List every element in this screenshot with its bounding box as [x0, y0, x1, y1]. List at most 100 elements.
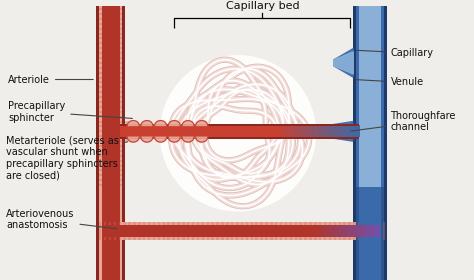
Bar — [348, 222, 351, 240]
Bar — [308, 125, 312, 137]
Bar — [353, 125, 356, 137]
Bar — [359, 187, 381, 280]
Bar — [96, 116, 126, 118]
Bar — [290, 125, 294, 137]
Bar — [96, 199, 126, 201]
Bar — [194, 125, 198, 137]
Bar — [96, 218, 126, 220]
Bar — [177, 222, 180, 240]
Polygon shape — [141, 137, 153, 142]
Bar — [114, 222, 116, 240]
Bar — [201, 222, 204, 240]
Bar — [211, 222, 214, 240]
Bar — [99, 222, 383, 240]
Bar — [145, 225, 149, 237]
Bar — [310, 225, 316, 237]
Bar — [356, 225, 362, 237]
Bar — [255, 225, 260, 237]
Bar — [96, 62, 126, 64]
Bar — [96, 179, 126, 181]
Bar — [148, 222, 150, 240]
Bar — [264, 225, 269, 237]
Bar — [344, 222, 346, 240]
Bar — [371, 225, 375, 237]
Bar — [96, 38, 126, 39]
Bar — [96, 18, 126, 20]
Bar — [237, 225, 242, 237]
Bar — [153, 222, 155, 240]
Bar — [255, 222, 258, 240]
Bar — [255, 125, 258, 137]
Bar — [195, 225, 200, 237]
Bar — [266, 125, 270, 137]
Text: Capillary bed: Capillary bed — [226, 1, 299, 11]
Bar — [180, 125, 183, 137]
Polygon shape — [155, 137, 166, 142]
Bar — [239, 125, 243, 137]
Polygon shape — [168, 121, 180, 125]
Bar — [363, 222, 365, 240]
Bar — [344, 125, 347, 137]
Bar — [283, 225, 288, 237]
Polygon shape — [182, 121, 194, 125]
Bar — [285, 222, 287, 240]
Polygon shape — [128, 137, 139, 142]
Bar — [171, 125, 174, 137]
Bar — [314, 222, 317, 240]
Polygon shape — [332, 122, 353, 141]
Bar — [223, 225, 228, 237]
Bar — [123, 222, 126, 240]
Bar — [296, 125, 300, 137]
Bar — [212, 125, 216, 137]
Bar — [154, 225, 159, 237]
Bar — [314, 125, 318, 137]
Bar — [96, 160, 126, 162]
Bar — [119, 137, 359, 139]
Bar — [207, 222, 209, 240]
Bar — [158, 222, 160, 240]
Bar — [96, 155, 126, 157]
Bar — [185, 125, 189, 137]
Bar — [305, 125, 309, 137]
Bar — [246, 222, 248, 240]
Bar — [236, 222, 238, 240]
Bar — [304, 222, 307, 240]
Bar — [122, 6, 126, 280]
Bar — [191, 225, 196, 237]
Bar — [96, 204, 126, 206]
Bar — [350, 125, 354, 137]
Bar — [216, 222, 219, 240]
Bar — [96, 130, 126, 132]
Bar — [228, 125, 231, 137]
Bar — [108, 225, 113, 237]
Bar — [126, 125, 129, 137]
Bar — [119, 124, 359, 126]
Bar — [96, 96, 126, 98]
Bar — [356, 187, 383, 280]
Bar — [112, 225, 117, 237]
Bar — [138, 222, 141, 240]
Bar — [272, 125, 276, 137]
Bar — [146, 125, 150, 137]
Bar — [260, 222, 263, 240]
Bar — [260, 125, 264, 137]
Bar — [118, 222, 121, 240]
Bar — [241, 225, 246, 237]
Bar — [334, 225, 338, 237]
Bar — [366, 225, 371, 237]
Bar — [96, 194, 126, 196]
Bar — [96, 233, 126, 235]
Bar — [197, 222, 199, 240]
Bar — [302, 125, 306, 137]
Bar — [96, 13, 126, 15]
Bar — [143, 222, 146, 240]
Text: Capillary: Capillary — [356, 48, 433, 58]
Bar — [206, 125, 210, 137]
Bar — [343, 225, 348, 237]
Bar — [265, 222, 268, 240]
Bar — [275, 222, 277, 240]
Bar — [329, 125, 333, 137]
Bar — [149, 125, 153, 137]
Bar — [269, 125, 273, 137]
Bar — [96, 145, 126, 147]
